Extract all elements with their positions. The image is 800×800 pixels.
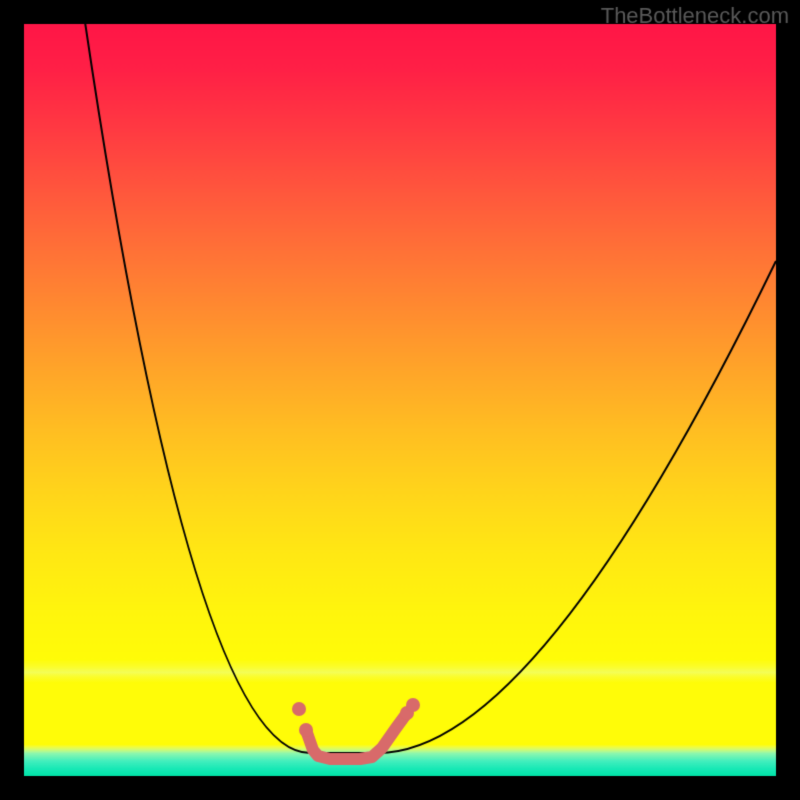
bottleneck-chart — [0, 0, 800, 800]
